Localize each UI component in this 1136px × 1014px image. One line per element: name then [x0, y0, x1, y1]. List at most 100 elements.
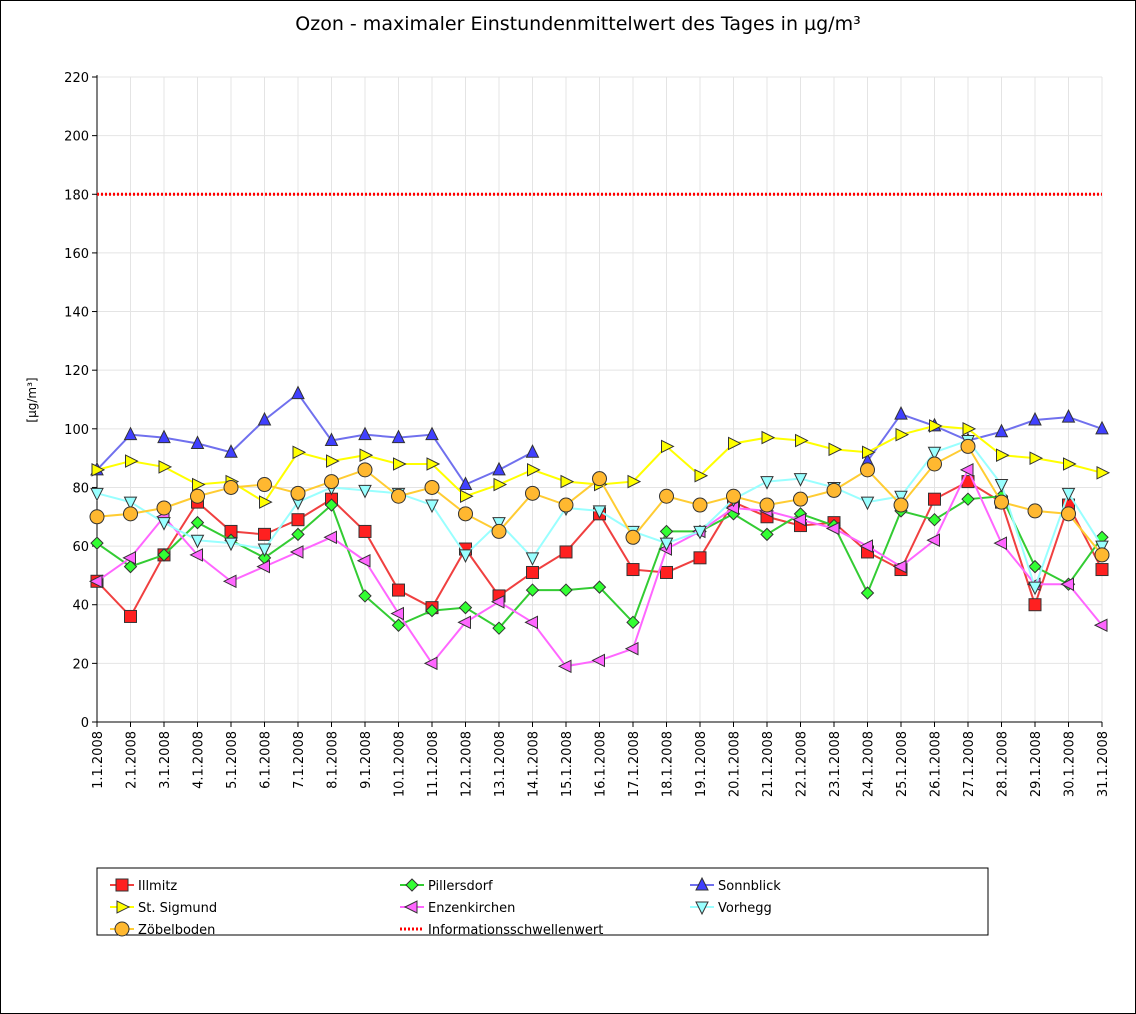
marker: [190, 488, 205, 504]
marker: [405, 878, 419, 892]
marker: [124, 609, 137, 623]
marker: [693, 525, 707, 540]
marker: [659, 537, 674, 552]
marker: [190, 515, 205, 530]
series-line: [96, 392, 1103, 486]
marker: [692, 497, 708, 513]
marker: [291, 527, 305, 542]
marker: [490, 594, 505, 609]
marker: [291, 513, 305, 527]
x-tick-label: 18.1.2008: [661, 731, 676, 797]
marker: [559, 583, 573, 597]
chart-title: Ozon - maximaler Einstundenmittelwert de…: [295, 13, 860, 35]
marker: [256, 559, 270, 574]
marker: [157, 429, 171, 444]
marker: [795, 433, 809, 448]
marker: [825, 521, 840, 536]
marker: [760, 527, 774, 542]
x-tick-label: 6.1.2008: [259, 731, 274, 789]
marker: [1093, 618, 1108, 633]
marker: [1028, 581, 1042, 596]
marker: [559, 545, 573, 559]
marker: [625, 529, 641, 545]
marker: [895, 427, 910, 442]
marker: [557, 659, 572, 674]
x-tick-label: 23.1.2008: [828, 731, 843, 797]
marker: [927, 446, 942, 461]
marker: [123, 559, 138, 574]
marker: [458, 476, 473, 491]
y-tick-label: 200: [64, 130, 89, 145]
marker: [323, 530, 337, 545]
x-tick-label: 30.1.2008: [1063, 731, 1078, 797]
marker: [962, 422, 977, 436]
marker: [828, 442, 843, 457]
x-tick-label: 26.1.2008: [929, 731, 944, 797]
x-tick-label: 5.1.2008: [225, 731, 240, 789]
marker: [190, 435, 205, 449]
marker: [324, 498, 339, 512]
marker: [1061, 487, 1076, 502]
marker: [156, 500, 172, 516]
marker: [357, 462, 373, 478]
marker: [1029, 451, 1044, 465]
x-tick-label: 11.1.2008: [426, 731, 441, 797]
x-tick-label: 7.1.2008: [292, 731, 307, 789]
marker: [324, 474, 339, 490]
legend-label: Pillersdorf: [428, 879, 493, 894]
marker: [493, 477, 508, 492]
marker: [192, 477, 206, 492]
marker: [292, 445, 307, 460]
marker: [693, 551, 707, 565]
marker: [826, 482, 842, 498]
marker: [157, 548, 171, 562]
marker: [761, 430, 776, 445]
marker: [893, 497, 909, 513]
marker: [224, 444, 238, 458]
y-tick-label: 120: [64, 364, 89, 379]
marker: [661, 439, 675, 454]
marker: [728, 436, 742, 451]
marker: [759, 497, 775, 513]
marker: [158, 460, 173, 474]
marker: [892, 559, 907, 574]
marker: [1095, 420, 1109, 435]
marker: [90, 487, 104, 502]
marker: [1095, 563, 1109, 577]
marker: [223, 479, 239, 495]
marker: [115, 878, 129, 892]
y-tick-label: 0: [81, 716, 89, 731]
marker: [123, 496, 138, 511]
marker: [929, 419, 943, 433]
marker: [458, 600, 473, 615]
marker: [392, 583, 405, 597]
marker: [358, 484, 372, 499]
marker: [1094, 547, 1110, 563]
marker: [659, 524, 674, 539]
marker: [694, 468, 709, 483]
marker: [1028, 559, 1042, 574]
marker: [994, 479, 1009, 493]
marker: [391, 618, 406, 632]
legend-label: St. Sigmund: [138, 901, 217, 916]
marker: [358, 524, 372, 538]
marker: [116, 900, 131, 914]
x-tick-label: 27.1.2008: [962, 731, 977, 797]
marker: [927, 456, 942, 472]
marker: [390, 606, 404, 621]
marker: [189, 548, 203, 562]
marker: [257, 411, 272, 426]
legend-label: Enzenkirchen: [428, 901, 515, 916]
legend-label: Illmitz: [138, 879, 177, 894]
marker: [257, 477, 272, 493]
marker: [726, 488, 741, 504]
marker: [1028, 598, 1042, 612]
marker: [458, 549, 473, 564]
marker: [258, 527, 271, 541]
marker: [959, 463, 974, 477]
x-tick-label: 13.1.2008: [493, 731, 508, 797]
x-tick-label: 12.1.2008: [460, 731, 475, 797]
marker: [592, 505, 607, 520]
